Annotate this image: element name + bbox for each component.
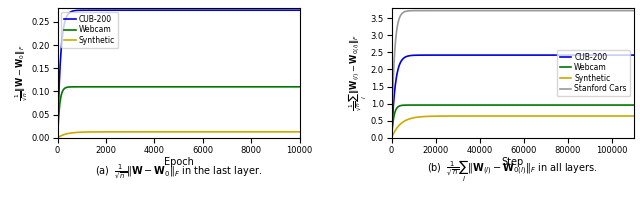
Line: Synthetic: Synthetic bbox=[58, 132, 300, 138]
CUB-200 bbox=[533, 54, 541, 56]
Webcam bbox=[587, 104, 595, 106]
Line: Webcam: Webcam bbox=[58, 87, 300, 138]
Webcam bbox=[54, 137, 61, 139]
Text: (b)  $\frac{1}{\sqrt{n}}\sum_l\|\mathbf{W}_{(l)} - \mathbf{W}_{0(l)}\|_F$ in all: (b) $\frac{1}{\sqrt{n}}\sum_l\|\mathbf{W… bbox=[428, 159, 598, 184]
Webcam bbox=[234, 86, 242, 88]
CUB-200 bbox=[587, 54, 595, 56]
Stanford Cars bbox=[432, 9, 440, 12]
CUB-200 bbox=[388, 137, 396, 139]
Stanford Cars bbox=[568, 9, 576, 12]
Synthetic bbox=[432, 115, 440, 117]
CUB-200 bbox=[199, 9, 207, 11]
Legend: CUB-200, Webcam, Synthetic: CUB-200, Webcam, Synthetic bbox=[61, 12, 118, 48]
Synthetic bbox=[296, 131, 303, 133]
Synthetic bbox=[234, 131, 242, 133]
Stanford Cars bbox=[388, 137, 396, 139]
CUB-200 bbox=[568, 54, 576, 56]
Legend: CUB-200, Webcam, Synthetic, Stanford Cars: CUB-200, Webcam, Synthetic, Stanford Car… bbox=[557, 49, 630, 96]
Webcam bbox=[480, 104, 488, 106]
Synthetic bbox=[199, 131, 207, 133]
X-axis label: Epoch: Epoch bbox=[164, 157, 193, 167]
Line: Webcam: Webcam bbox=[392, 105, 634, 138]
Webcam bbox=[211, 86, 219, 88]
Synthetic bbox=[480, 115, 488, 117]
Synthetic bbox=[253, 131, 260, 133]
CUB-200 bbox=[545, 54, 553, 56]
CUB-200 bbox=[54, 137, 61, 139]
Synthetic bbox=[98, 131, 106, 133]
Synthetic bbox=[630, 115, 637, 117]
Synthetic bbox=[388, 137, 396, 139]
Synthetic bbox=[533, 115, 541, 117]
CUB-200 bbox=[296, 9, 303, 11]
Stanford Cars bbox=[545, 9, 553, 12]
Webcam bbox=[545, 104, 553, 106]
CUB-200 bbox=[432, 54, 440, 56]
Synthetic bbox=[54, 137, 61, 139]
Webcam bbox=[253, 86, 260, 88]
Synthetic bbox=[211, 131, 219, 133]
Webcam bbox=[129, 86, 137, 88]
CUB-200 bbox=[211, 9, 219, 11]
CUB-200 bbox=[98, 9, 106, 11]
CUB-200 bbox=[253, 9, 260, 11]
CUB-200 bbox=[146, 9, 154, 11]
Webcam bbox=[533, 104, 541, 106]
Webcam bbox=[388, 137, 396, 139]
Webcam bbox=[199, 86, 207, 88]
CUB-200 bbox=[167, 9, 175, 11]
Stanford Cars bbox=[587, 9, 595, 12]
Synthetic bbox=[587, 115, 595, 117]
CUB-200 bbox=[234, 9, 242, 11]
Synthetic bbox=[568, 115, 576, 117]
Line: Stanford Cars: Stanford Cars bbox=[392, 11, 634, 138]
Synthetic bbox=[146, 131, 154, 133]
Stanford Cars bbox=[491, 9, 499, 12]
X-axis label: Step: Step bbox=[502, 157, 524, 167]
Webcam bbox=[568, 104, 576, 106]
Line: CUB-200: CUB-200 bbox=[392, 55, 634, 138]
Webcam bbox=[630, 104, 637, 106]
Webcam bbox=[296, 86, 303, 88]
Webcam bbox=[98, 86, 106, 88]
Webcam bbox=[432, 104, 440, 106]
Y-axis label: $\frac{1}{\sqrt{n}}\sum_l\|\mathbf{W}_{(l)} - \mathbf{W}_{0(l)}\|_F$: $\frac{1}{\sqrt{n}}\sum_l\|\mathbf{W}_{(… bbox=[347, 34, 369, 112]
Stanford Cars bbox=[533, 9, 541, 12]
CUB-200 bbox=[630, 54, 637, 56]
Text: (a)  $\frac{1}{\sqrt{n}}\|\mathbf{W} - \mathbf{W}_0\|_F$ in the last layer.: (a) $\frac{1}{\sqrt{n}}\|\mathbf{W} - \m… bbox=[95, 162, 262, 181]
Webcam bbox=[470, 104, 478, 106]
Webcam bbox=[147, 86, 154, 88]
Synthetic bbox=[545, 115, 553, 117]
Y-axis label: $\frac{1}{\sqrt{n}}\|\mathbf{W} - \mathbf{W}_0\|_F$: $\frac{1}{\sqrt{n}}\|\mathbf{W} - \mathb… bbox=[13, 45, 30, 101]
CUB-200 bbox=[525, 54, 532, 56]
Line: CUB-200: CUB-200 bbox=[58, 10, 300, 138]
CUB-200 bbox=[480, 54, 488, 56]
Line: Synthetic: Synthetic bbox=[392, 116, 634, 138]
Stanford Cars bbox=[630, 9, 637, 12]
Stanford Cars bbox=[480, 9, 488, 12]
